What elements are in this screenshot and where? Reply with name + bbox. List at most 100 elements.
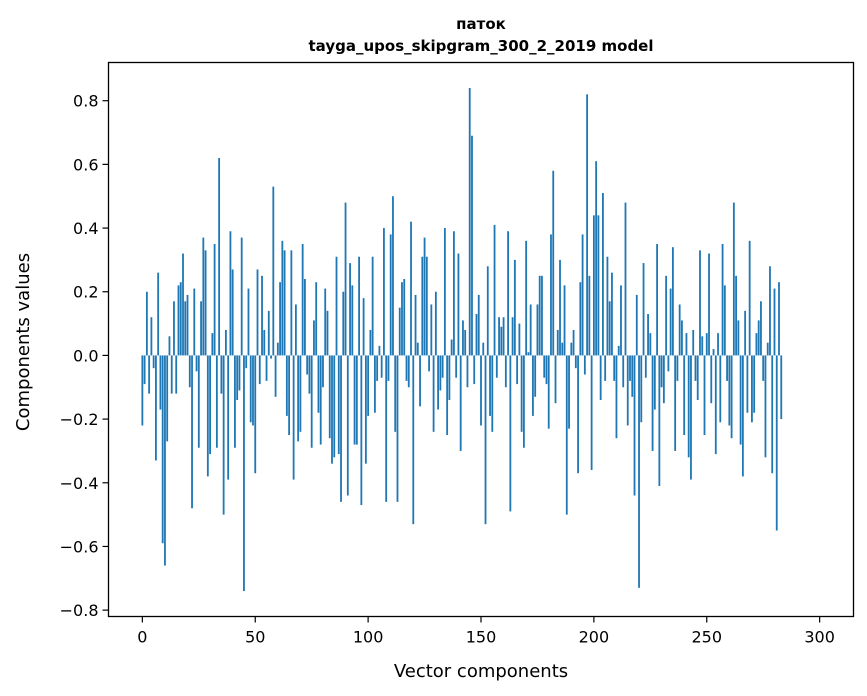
bar — [676, 355, 679, 381]
bar — [421, 256, 424, 356]
bar — [662, 355, 665, 404]
bar — [281, 240, 284, 356]
bar — [231, 269, 234, 356]
bar — [193, 288, 196, 356]
bar — [563, 285, 566, 356]
bar — [450, 339, 453, 356]
bar — [538, 275, 541, 356]
bar — [308, 355, 311, 394]
bar — [631, 355, 634, 397]
bar — [471, 135, 473, 356]
bar — [362, 298, 365, 356]
x-tick-label: 250 — [691, 628, 722, 647]
bar — [215, 355, 218, 448]
bar — [425, 256, 428, 356]
bar — [304, 279, 306, 356]
bar — [270, 355, 272, 359]
bar — [498, 317, 500, 356]
x-tick-label: 200 — [579, 628, 610, 647]
bar — [534, 355, 537, 397]
y-tick-label: 0.0 — [73, 346, 98, 365]
bar — [371, 256, 374, 356]
y-tick-label: 0.2 — [73, 283, 98, 302]
bar — [629, 355, 631, 381]
bar — [502, 317, 505, 356]
bar — [638, 355, 640, 588]
bar — [416, 342, 419, 356]
bar — [735, 275, 738, 356]
bar — [299, 355, 302, 432]
bar — [419, 355, 421, 407]
bar — [403, 279, 406, 356]
bar — [177, 285, 180, 356]
bar — [367, 355, 370, 416]
bar — [547, 355, 550, 429]
bar — [511, 317, 514, 356]
bar — [173, 301, 175, 356]
bar — [678, 304, 681, 356]
bar — [665, 275, 668, 356]
bar — [256, 269, 259, 356]
bar — [504, 355, 507, 388]
bar — [570, 342, 573, 356]
bar — [236, 355, 239, 400]
bar — [624, 202, 627, 356]
bar — [159, 355, 162, 410]
bar — [642, 263, 645, 356]
bar — [346, 355, 349, 496]
bar — [568, 355, 570, 429]
y-tick-label: −0.6 — [60, 537, 99, 556]
bar — [229, 231, 232, 356]
bar — [161, 355, 164, 544]
bar — [717, 333, 719, 356]
bar — [532, 355, 534, 416]
bar — [383, 228, 385, 356]
bar — [739, 355, 742, 445]
bar — [500, 326, 503, 356]
bar — [780, 355, 783, 420]
bar — [705, 333, 708, 356]
bar — [714, 355, 717, 455]
bar — [574, 355, 577, 369]
bar — [364, 355, 367, 464]
bar — [683, 355, 686, 436]
bar — [349, 263, 351, 356]
bar — [586, 94, 589, 356]
bar — [581, 234, 584, 356]
bar — [513, 259, 516, 356]
bar — [766, 342, 769, 356]
bar — [396, 355, 399, 502]
bar — [197, 355, 200, 448]
bar — [380, 355, 383, 378]
bar — [522, 355, 525, 448]
chart-title-line1: паток — [456, 15, 506, 33]
bar — [310, 355, 313, 448]
bar — [294, 304, 297, 356]
bar — [728, 355, 731, 426]
bar — [737, 320, 740, 356]
bar — [274, 355, 277, 397]
bar — [748, 240, 751, 356]
bar — [583, 355, 586, 375]
bar — [516, 355, 519, 385]
plot-frame — [107, 61, 855, 618]
bar — [620, 285, 622, 356]
bar — [376, 355, 379, 381]
bar — [342, 291, 345, 356]
bar — [554, 355, 557, 404]
bar — [703, 355, 706, 436]
x-tick-label: 0 — [137, 628, 147, 647]
bar — [681, 320, 683, 356]
bar — [267, 310, 270, 356]
bar — [520, 355, 523, 432]
x-axis-label: Vector components — [394, 661, 568, 682]
bar — [331, 355, 333, 464]
bar — [572, 329, 575, 356]
bar — [313, 320, 315, 356]
bar — [213, 243, 216, 356]
bar — [482, 342, 485, 356]
bar — [263, 329, 266, 356]
y-tick-label: 0.6 — [73, 155, 98, 174]
bar — [143, 355, 146, 385]
bar — [617, 345, 620, 356]
